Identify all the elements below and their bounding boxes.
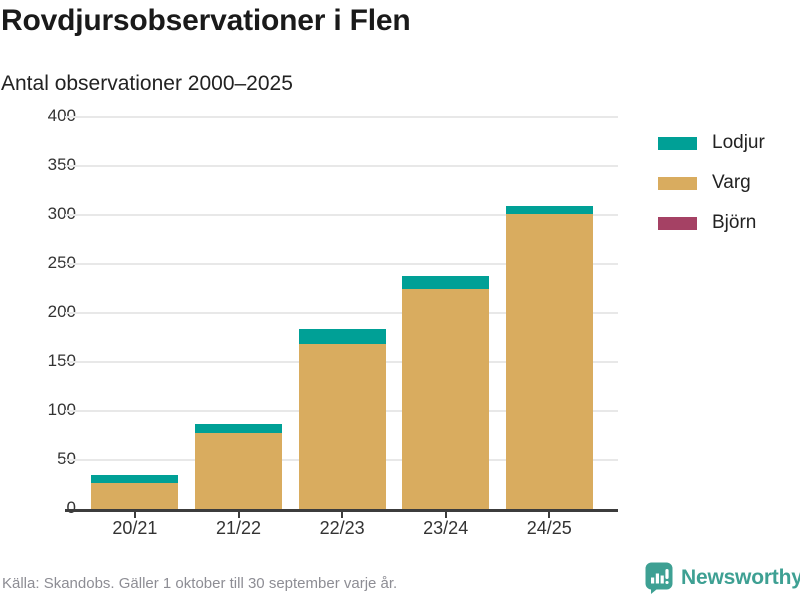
bar-segment-varg-24-25 <box>505 214 593 509</box>
chart-title: Rovdjursobservationer i Flen <box>1 4 411 37</box>
ytick-label-250: 250 <box>47 253 76 272</box>
x-tick-21-22 <box>237 512 240 518</box>
bar-segment-varg-23-24 <box>402 288 490 509</box>
ytick-label-200: 200 <box>47 302 76 321</box>
chart-subtitle: Antal observationer 2000–2025 <box>1 72 293 95</box>
bar-segment-lodjur-20-21 <box>91 474 179 483</box>
bar-segment-lodjur-22-23 <box>298 328 386 345</box>
legend-label-bjorn: Björn <box>712 212 757 233</box>
y-axis-labels: 0 50 100 150 200 250 300 350 400 <box>14 107 76 517</box>
legend-item-bjorn: Björn <box>658 212 765 233</box>
ytick-label-150: 150 <box>47 351 76 370</box>
bar-segment-lodjur-24-25 <box>505 206 593 215</box>
legend: Lodjur Varg Björn <box>658 132 765 256</box>
bar-segment-lodjur-21-22 <box>195 423 282 433</box>
ytick-label-50: 50 <box>14 450 76 468</box>
gridline-300 <box>65 214 618 216</box>
ytick-label-0: 0 <box>66 498 76 517</box>
ytick-label-300: 300 <box>47 204 76 223</box>
bar-segment-lodjur-23-24 <box>402 275 490 289</box>
x-tick-23-24 <box>444 512 447 518</box>
legend-label-lodjur: Lodjur <box>712 132 765 153</box>
ytick-label-400: 400 <box>47 106 76 125</box>
xtick-label-21-22: 21/22 <box>215 518 262 538</box>
gridline-250 <box>65 263 618 265</box>
xtick-label-23-24: 23/24 <box>423 518 469 538</box>
newsworthy-logo: Newsworthy <box>644 561 800 595</box>
plot-area <box>65 116 618 509</box>
legend-swatch-bjorn <box>658 216 697 230</box>
x-axis-line <box>65 509 618 512</box>
gridline-350 <box>65 165 618 167</box>
gridline-200 <box>65 312 618 314</box>
legend-swatch-varg <box>658 176 697 190</box>
bar-segment-varg-20-21 <box>91 482 179 509</box>
bar-segment-varg-21-22 <box>195 432 282 509</box>
ytick-label-100: 100 <box>47 400 76 419</box>
ytick-label-350: 350 <box>47 155 76 174</box>
source-note: Källa: Skandobs. Gäller 1 oktober till 3… <box>2 575 398 592</box>
bar-segment-varg-22-23 <box>298 344 386 509</box>
newsworthy-wordmark: Newsworthy <box>681 566 800 589</box>
legend-swatch-lodjur <box>658 136 697 150</box>
legend-label-varg: Varg <box>712 172 751 193</box>
xtick-label-22-23: 22/23 <box>319 518 365 538</box>
legend-item-lodjur: Lodjur <box>658 132 765 153</box>
xtick-label-24-25: 24/25 <box>526 518 572 538</box>
newsworthy-icon <box>645 562 673 594</box>
legend-item-varg: Varg <box>658 172 765 193</box>
x-tick-24-25 <box>548 512 551 518</box>
x-tick-22-23 <box>341 512 344 518</box>
x-tick-20-21 <box>133 512 136 518</box>
gridline-400 <box>65 116 618 118</box>
xtick-label-20-21: 20/21 <box>112 518 158 538</box>
